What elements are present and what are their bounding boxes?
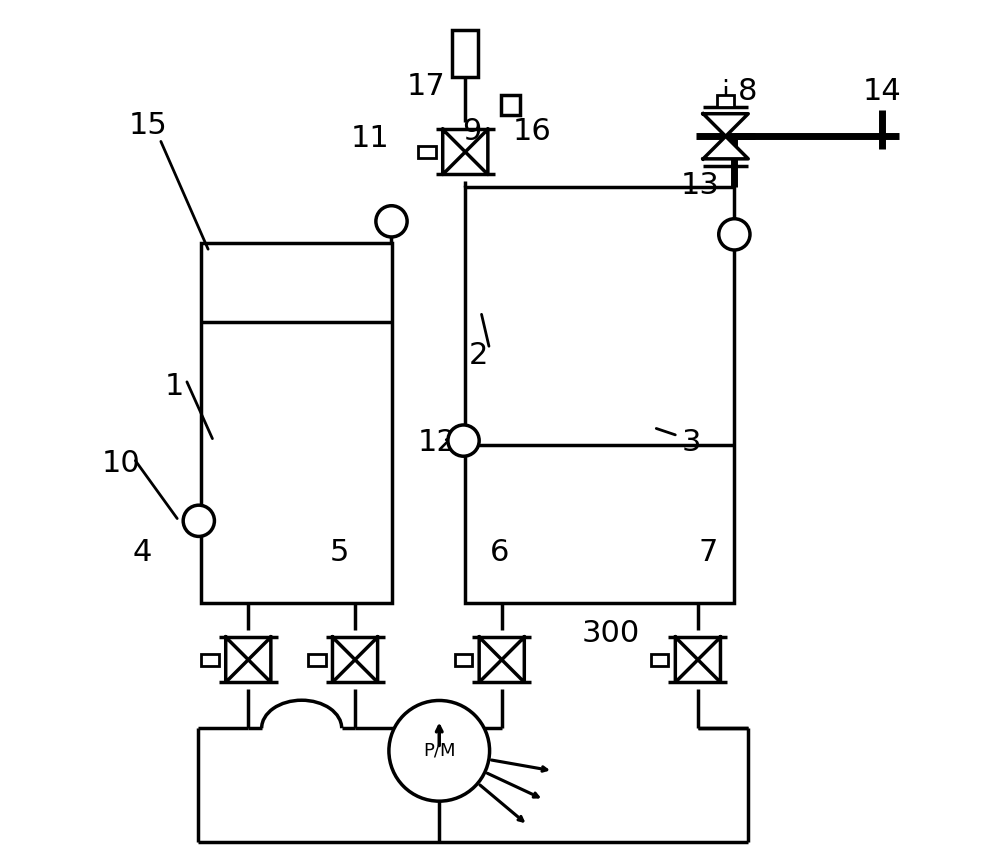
Bar [201, 654, 219, 666]
Bar [455, 654, 472, 666]
Text: 300: 300 [582, 619, 640, 648]
Circle shape [719, 219, 750, 250]
Polygon shape [248, 637, 271, 682]
Text: 15: 15 [129, 111, 168, 141]
Polygon shape [698, 637, 720, 682]
Polygon shape [502, 637, 524, 682]
Bar [651, 654, 668, 666]
Text: 6: 6 [490, 538, 510, 568]
Circle shape [389, 700, 490, 801]
Text: 17: 17 [407, 72, 446, 102]
Bar [308, 654, 326, 666]
Polygon shape [226, 637, 248, 682]
Polygon shape [675, 637, 698, 682]
Text: 2: 2 [469, 341, 488, 371]
Text: 14: 14 [863, 76, 901, 106]
Text: 12: 12 [418, 428, 457, 457]
Bar [465, 187, 734, 603]
Text: 5: 5 [330, 538, 349, 568]
Polygon shape [703, 114, 748, 136]
Circle shape [376, 206, 407, 237]
Polygon shape [355, 637, 378, 682]
Bar [501, 95, 520, 115]
Text: 8: 8 [738, 76, 757, 106]
Bar [418, 146, 436, 158]
Polygon shape [332, 637, 355, 682]
Text: 13: 13 [680, 171, 719, 201]
Text: 9: 9 [463, 117, 482, 147]
Polygon shape [703, 136, 748, 159]
Bar [201, 243, 392, 603]
Text: 3: 3 [681, 428, 701, 457]
Text: 7: 7 [699, 538, 718, 568]
Bar [452, 30, 478, 77]
Text: 4: 4 [133, 538, 152, 568]
Polygon shape [465, 129, 488, 174]
Text: P/M: P/M [423, 742, 455, 760]
Text: 11: 11 [350, 124, 389, 154]
Polygon shape [479, 637, 502, 682]
Bar [717, 95, 734, 107]
Polygon shape [443, 129, 465, 174]
Text: 16: 16 [513, 117, 551, 147]
Circle shape [448, 425, 479, 457]
Text: 10: 10 [101, 449, 140, 478]
Text: 1: 1 [165, 372, 184, 401]
Circle shape [183, 505, 214, 536]
